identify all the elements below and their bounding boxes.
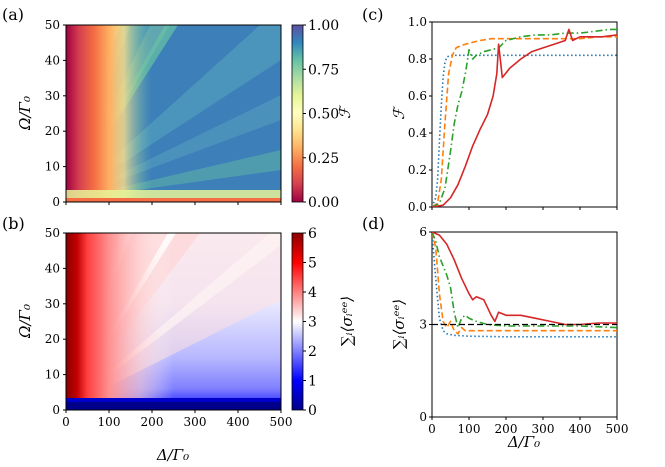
series-c-dashed bbox=[432, 35, 617, 207]
panel-label-c: (c) bbox=[362, 5, 383, 24]
panel-label-b: (b) bbox=[2, 214, 25, 233]
colorbar-a-tick-label: 0.50 bbox=[308, 107, 339, 123]
colorbar-a-tick-label: 0.25 bbox=[308, 151, 339, 167]
panel-label-a: (a) bbox=[2, 5, 24, 24]
y-axis-a-tick-label: 50 bbox=[45, 18, 60, 32]
x-axis-b-tick-label: 500 bbox=[270, 415, 293, 429]
heatmap-a bbox=[65, 24, 282, 203]
y-axis-b-tick-label: 0 bbox=[52, 403, 60, 417]
y-axis-c-tick-label: 0.6 bbox=[408, 89, 427, 103]
y-axis-a-tick-label: 30 bbox=[45, 89, 60, 103]
x-axis-d-tick-label: 500 bbox=[606, 422, 629, 436]
ylabel-d: ∑ᵢ⟨σᵢᵉᵉ⟩ bbox=[390, 299, 408, 349]
y-axis-c-tick-label: 1.0 bbox=[408, 15, 427, 29]
colorbar-a-tick-label: 0.75 bbox=[308, 62, 339, 78]
xlabel-d: Δ/Γ₀ bbox=[507, 433, 540, 451]
y-axis-c-tick-label: 0.4 bbox=[408, 126, 427, 140]
y-axis-a-tick-label: 20 bbox=[45, 124, 60, 138]
y-axis-d-tick-label: 0 bbox=[419, 410, 427, 424]
x-axis-b-tick-label: 200 bbox=[141, 415, 164, 429]
colorbar-b-tick-label: 0 bbox=[308, 403, 317, 419]
y-axis-a-tick-label: 0 bbox=[52, 195, 60, 209]
y-axis-b-tick-label: 20 bbox=[45, 332, 60, 346]
x-axis-d-tick-label: 100 bbox=[458, 422, 481, 436]
x-axis-b-tick-label: 400 bbox=[227, 415, 250, 429]
series-c-dotted bbox=[432, 54, 617, 207]
y-axis-d-tick-label: 3 bbox=[419, 318, 427, 332]
colorbar-a-tick-label: 1.00 bbox=[308, 18, 339, 34]
y-axis-d-tick-label: 6 bbox=[419, 225, 427, 239]
y-axis-b-tick-label: 30 bbox=[45, 297, 60, 311]
xlabel-b: Δ/Γ₀ bbox=[156, 446, 189, 464]
y-axis-c-tick-label: 0.8 bbox=[408, 52, 427, 66]
ylabel-c: ℱ bbox=[390, 105, 408, 120]
panel-label-d: (d) bbox=[362, 214, 385, 233]
y-axis-b-tick-label: 50 bbox=[45, 226, 60, 240]
colorbar-b-tick-label: 6 bbox=[308, 226, 317, 242]
series-d-dashdot bbox=[432, 232, 617, 329]
colorbar-a bbox=[291, 24, 304, 203]
y-axis-c-tick-label: 0.2 bbox=[408, 163, 427, 177]
colorbar-b-tick-label: 1 bbox=[308, 374, 317, 390]
series-d-dotted bbox=[432, 232, 617, 338]
x-axis-d-tick-label: 400 bbox=[569, 422, 592, 436]
x-axis-d-tick-label: 300 bbox=[532, 422, 555, 436]
colorbar-b-tick-label: 5 bbox=[308, 256, 317, 272]
y-axis-a-tick-label: 40 bbox=[45, 53, 60, 67]
colorbar-b-tick-label: 3 bbox=[308, 315, 317, 331]
colorbar-b-tick-label: 4 bbox=[308, 285, 317, 301]
colorbar-b bbox=[291, 232, 304, 411]
x-axis-d-tick-label: 200 bbox=[495, 422, 518, 436]
axes-c-frame bbox=[431, 21, 618, 208]
series-c-solid bbox=[432, 28, 617, 207]
y-axis-c-tick-label: 0.0 bbox=[408, 200, 427, 214]
series-d-dashed bbox=[432, 232, 617, 335]
x-axis-b-tick-label: 300 bbox=[184, 415, 207, 429]
y-axis-a-tick-label: 10 bbox=[45, 160, 60, 174]
y-axis-b-tick-label: 10 bbox=[45, 368, 60, 382]
y-axis-b-tick-label: 40 bbox=[45, 261, 60, 275]
heatmap-b bbox=[65, 232, 282, 411]
colorbar-b-tick-label: 2 bbox=[308, 344, 317, 360]
colorbar-b-label: ∑ᵢ⟨σᵢᵉᵉ⟩ bbox=[338, 296, 356, 346]
colorbar-a-label: ℱ bbox=[336, 104, 354, 119]
x-axis-b-tick-label: 100 bbox=[98, 415, 121, 429]
ylabel-b: Ω/Γ₀ bbox=[16, 304, 34, 339]
series-d-solid bbox=[432, 232, 617, 326]
colorbar-a-tick-label: 0.00 bbox=[308, 195, 339, 211]
x-axis-d-tick-label: 0 bbox=[428, 422, 436, 436]
ylabel-a: Ω/Γ₀ bbox=[16, 96, 34, 131]
x-axis-b-tick-label: 0 bbox=[62, 415, 70, 429]
